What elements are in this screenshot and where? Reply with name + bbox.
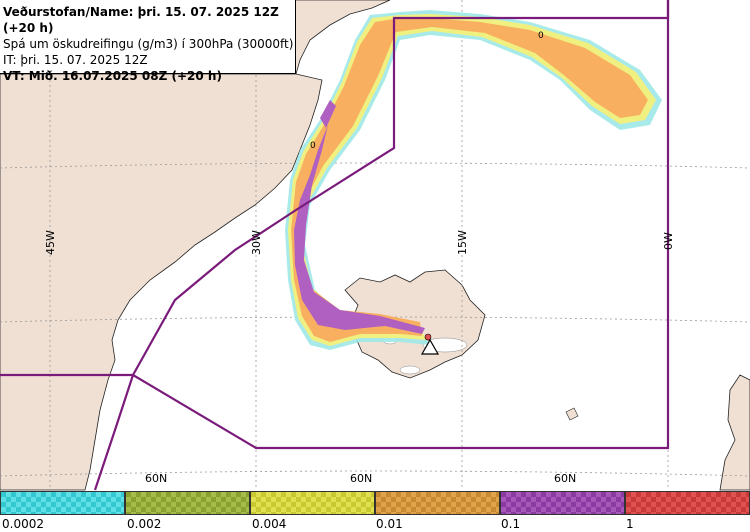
ash-plume-purple-streak [320,100,336,128]
contour-label-1: 0 [310,141,316,151]
legend-color-bar [0,491,750,515]
issue-time-line: IT: þri. 15. 07. 2025 12Z [3,53,148,67]
glacier-myrdalsjokull [399,365,421,375]
contour-label-0: 0 [538,31,544,41]
lon-label-15w: 15W [456,230,469,255]
forecast-info-box: Veðurstofan/Name: þri. 15. 07. 2025 12Z … [0,0,296,83]
legend-swatch-orange [375,491,500,515]
ash-plume [285,10,662,350]
legend-swatch-olive [125,491,250,515]
legend-tick-2: 0.004 [252,517,287,531]
issuer-line: Veðurstofan/Name: þri. 15. 07. 2025 12Z … [3,5,279,35]
lat-label-60n-1: 60N [145,472,168,485]
volcano-triangle-icon[interactable] [420,333,440,355]
legend-tick-5: 1 [626,517,634,531]
legend-swatch-purple [500,491,625,515]
product-line: Spá um öskudreifingu (g/m3) í 300hPa (30… [3,37,294,51]
concentration-legend: 0.0002 0.002 0.004 0.01 0.1 1 [0,491,750,532]
valid-time-line: VT: Mið. 16.07.2025 08Z (+20 h) [3,69,222,83]
legend-swatch-red [625,491,750,515]
legend-tick-3: 0.01 [376,517,403,531]
lon-label-30w: 30W [250,230,263,255]
faroe-islands [565,407,579,421]
lat-label-60n-2: 60N [350,472,373,485]
lon-label-45w: 45W [44,230,57,255]
legend-swatch-yellow [250,491,375,515]
legend-swatch-cyan [0,491,125,515]
fir-boundary [0,0,670,491]
lon-label-0w: 0W [662,232,675,250]
legend-tick-4: 0.1 [501,517,521,531]
legend-tick-1: 0.002 [127,517,162,531]
scandinavia-landmass [719,374,750,491]
legend-tick-0: 0.0002 [2,517,44,531]
lat-label-60n-3: 60N [554,472,577,485]
greenland-landmass [0,0,391,491]
